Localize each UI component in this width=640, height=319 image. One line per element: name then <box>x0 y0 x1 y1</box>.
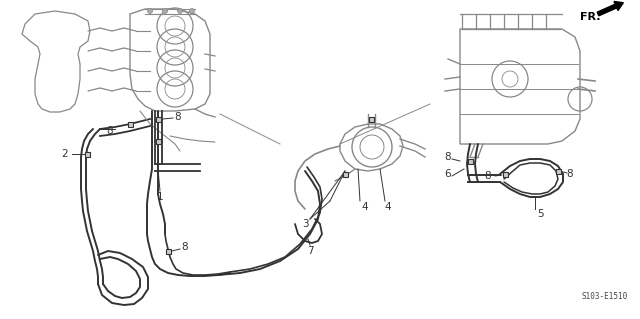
Circle shape <box>189 9 195 13</box>
Text: 8: 8 <box>484 171 492 181</box>
Text: 7: 7 <box>307 246 314 256</box>
Text: FR.: FR. <box>580 12 600 22</box>
Circle shape <box>163 9 168 13</box>
Bar <box>556 168 561 174</box>
Text: 8: 8 <box>182 242 188 252</box>
Text: 8: 8 <box>566 169 573 179</box>
Text: 6: 6 <box>445 169 451 179</box>
Bar <box>156 138 161 144</box>
Bar <box>84 152 90 157</box>
Bar <box>502 172 508 176</box>
Bar <box>342 172 348 176</box>
Text: 2: 2 <box>61 149 68 159</box>
Bar <box>127 122 132 127</box>
Text: 8: 8 <box>107 126 113 136</box>
Text: 3: 3 <box>301 219 308 229</box>
Text: 5: 5 <box>537 209 543 219</box>
FancyArrow shape <box>597 1 623 16</box>
Text: 8: 8 <box>175 112 181 122</box>
Bar <box>369 116 374 122</box>
Circle shape <box>177 9 182 13</box>
Text: S103-E1510: S103-E1510 <box>582 292 628 301</box>
Bar <box>156 116 161 122</box>
Text: 1: 1 <box>157 192 163 202</box>
Text: 8: 8 <box>445 152 451 162</box>
Bar <box>467 159 472 164</box>
Text: 4: 4 <box>362 202 368 212</box>
Circle shape <box>147 9 152 13</box>
Text: 4: 4 <box>385 202 391 212</box>
Bar <box>166 249 170 254</box>
